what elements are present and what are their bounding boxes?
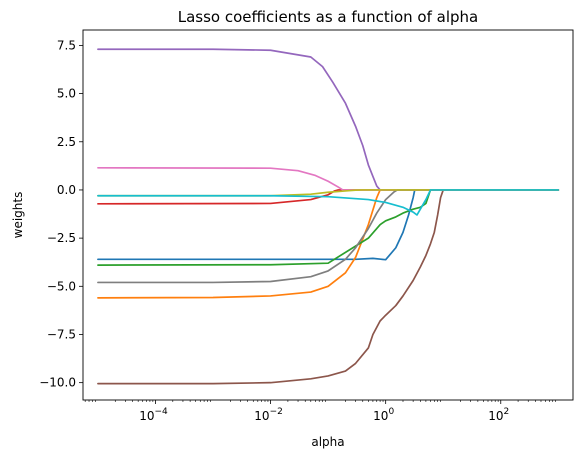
y-tick-label: −2.5 xyxy=(47,231,76,245)
x-tick-label: 100 xyxy=(373,407,394,423)
y-axis-label: weights xyxy=(11,192,25,239)
plot-frame xyxy=(82,29,574,401)
series-line-3 xyxy=(97,189,560,266)
x-axis: 10−4 10−2 100 102 xyxy=(84,400,556,423)
series-line-5 xyxy=(97,48,560,191)
y-tick-label: 5.0 xyxy=(57,87,76,101)
series-line-8 xyxy=(97,189,560,284)
x-tick-label: 102 xyxy=(488,407,509,423)
chart-title: Lasso coefficients as a function of alph… xyxy=(178,8,478,26)
y-tick-label: −10.0 xyxy=(39,376,76,390)
y-tick-label: 2.5 xyxy=(57,135,76,149)
y-tick-label: −7.5 xyxy=(47,327,76,341)
series-line-4 xyxy=(97,189,560,205)
y-tick-label: 7.5 xyxy=(57,38,76,52)
series-line-7 xyxy=(97,166,560,191)
series-line-10 xyxy=(97,189,560,216)
series-layer xyxy=(97,48,560,385)
y-tick-label: 0.0 xyxy=(57,183,76,197)
y-axis: 7.5 5.0 2.5 0.0 −2.5 −5.0 −7.5 −10.0 xyxy=(39,38,83,390)
y-tick-label: −5.0 xyxy=(47,279,76,293)
x-axis-label: alpha xyxy=(311,435,344,449)
series-line-2 xyxy=(97,189,560,299)
x-tick-label: 10−4 xyxy=(139,407,168,423)
x-tick-label: 10−2 xyxy=(254,407,283,423)
series-line-1 xyxy=(97,189,560,261)
series-line-6 xyxy=(97,189,560,385)
